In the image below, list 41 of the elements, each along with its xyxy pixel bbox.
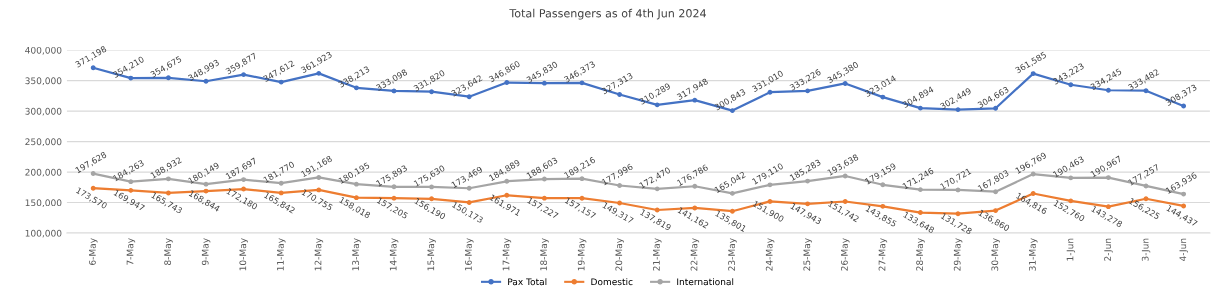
x-tick-label: 3-Jun — [1141, 238, 1151, 261]
x-tick-label: 29-May — [953, 238, 963, 271]
y-tick-label: 300,000 — [25, 107, 62, 116]
x-tick-label: 1-Jun — [1066, 238, 1076, 261]
x-tick-label: 13-May — [352, 238, 361, 271]
y-tick-label: 100,000 — [25, 229, 62, 238]
x-tick-label: 27-May — [878, 238, 888, 271]
x-tick-label: 8-May — [164, 238, 173, 265]
x-tick-label: 4-Jun — [1179, 238, 1188, 262]
x-tick-label: 7-May — [126, 238, 136, 265]
x-tick-label: 19-May — [577, 238, 587, 271]
y-tick-label: 200,000 — [25, 168, 62, 177]
x-tick-label: 10-May — [239, 238, 248, 271]
x-tick-label: 20-May — [615, 238, 624, 271]
x-tick-label: 25-May — [803, 238, 812, 271]
x-tick-label: 15-May — [427, 238, 436, 271]
x-tick-label: 28-May — [916, 238, 925, 271]
x-tick-label: 24-May — [765, 238, 775, 271]
x-tick-label: 12-May — [314, 238, 324, 271]
y-tick-label: 400,000 — [25, 46, 62, 55]
x-tick-label: 31-May — [1028, 238, 1038, 271]
chart-title: Total Passengers as of 4th Jun 2024 — [509, 8, 707, 20]
x-tick-label: 11-May — [277, 238, 286, 271]
x-tick-label: 22-May — [690, 238, 700, 271]
y-tick-label: 350,000 — [25, 77, 62, 86]
legend-label: Domestic — [591, 278, 633, 286]
y-tick-label: 250,000 — [25, 138, 62, 147]
x-tick-label: 2-Jun — [1104, 238, 1113, 261]
x-tick-label: 16-May — [464, 238, 474, 271]
x-tick-label: 17-May — [502, 238, 512, 271]
x-tick-label: 18-May — [540, 238, 549, 271]
x-tick-label: 30-May — [991, 238, 1000, 271]
x-tick-label: 14-May — [389, 238, 399, 271]
legend-label: International — [677, 278, 734, 286]
legend-label: Pax Total — [508, 278, 547, 286]
x-tick-label: 23-May — [728, 238, 737, 271]
x-tick-label: 9-May — [201, 238, 211, 266]
y-tick-label: 150,000 — [25, 199, 62, 208]
x-tick-label: 21-May — [652, 238, 662, 271]
x-tick-label: 26-May — [840, 238, 850, 271]
x-tick-label: 6-May — [88, 238, 98, 265]
